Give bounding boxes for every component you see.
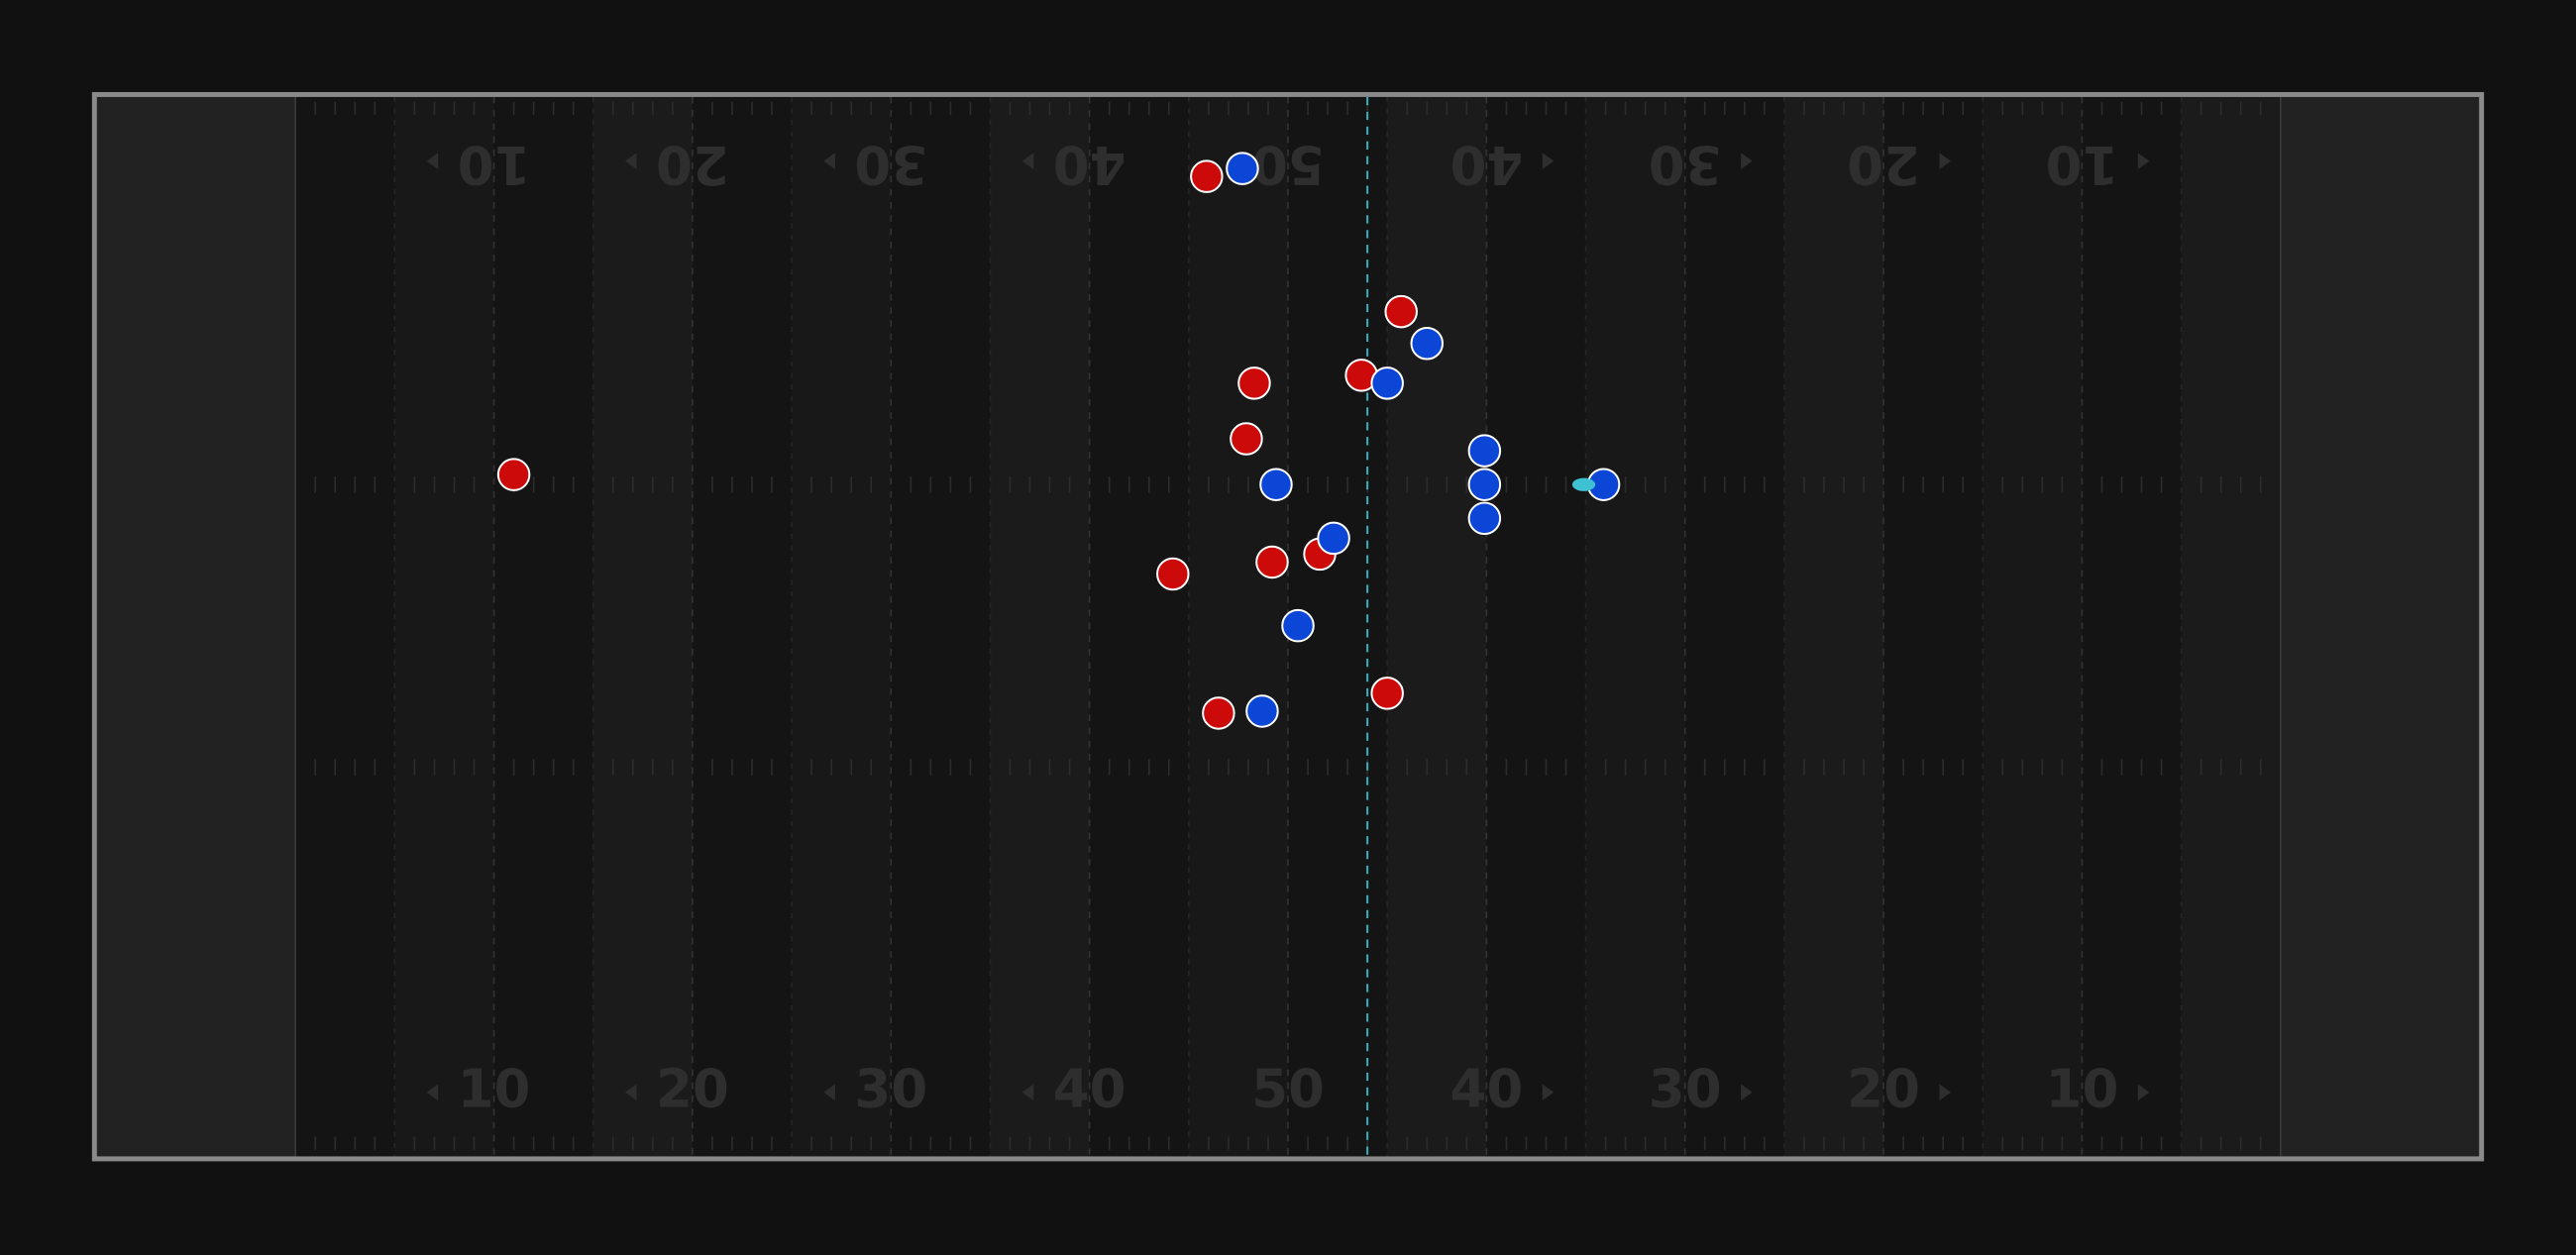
- yard-number: 50: [1251, 134, 1325, 195]
- direction-arrow: [624, 153, 637, 169]
- field-stripe: [1387, 96, 1487, 1157]
- direction-arrow: [426, 153, 439, 169]
- field-stripe: [792, 96, 892, 1157]
- direction-arrow: [624, 1084, 637, 1101]
- field-stripe: [1983, 96, 2083, 1157]
- field-stripe: [1188, 96, 1288, 1157]
- direction-arrow: [426, 1084, 439, 1101]
- yard-number: 30: [1649, 1058, 1722, 1119]
- player: [1410, 326, 1445, 361]
- yard-number: 10: [2046, 134, 2119, 195]
- yard-number: 30: [854, 1058, 927, 1119]
- direction-arrow: [1741, 153, 1753, 169]
- yard-number: 20: [1847, 134, 1920, 195]
- field-stripe: [1783, 96, 1884, 1157]
- direction-arrow: [2137, 1084, 2150, 1101]
- field-stripe: [592, 96, 693, 1157]
- field-stripe: [394, 96, 494, 1157]
- end-zone: [96, 96, 296, 1157]
- player: [1259, 468, 1293, 501]
- direction-arrow: [1939, 1084, 1952, 1101]
- direction-arrow: [1542, 153, 1555, 169]
- yard-number: 50: [1251, 1058, 1325, 1119]
- player: [1370, 677, 1404, 710]
- yard-number: 40: [1053, 1058, 1127, 1119]
- direction-arrow: [823, 153, 835, 169]
- player: [1467, 501, 1502, 536]
- direction-arrow: [1021, 1084, 1034, 1101]
- direction-arrow: [823, 1084, 835, 1101]
- player: [1190, 159, 1224, 193]
- end-zone: [2280, 96, 2480, 1157]
- direction-arrow: [1939, 153, 1952, 169]
- field-stripe: [990, 96, 1090, 1157]
- player: [1230, 422, 1263, 456]
- direction-arrow: [1021, 153, 1034, 169]
- player: [1467, 468, 1502, 501]
- player: [1156, 557, 1190, 591]
- player: [1255, 545, 1289, 579]
- player: [496, 458, 531, 491]
- player: [1370, 366, 1404, 400]
- player: [1384, 294, 1418, 329]
- player: [1237, 366, 1271, 400]
- yard-number: 40: [1449, 1058, 1523, 1119]
- field-border: [91, 91, 2485, 1162]
- yard-number: 10: [2046, 1058, 2119, 1119]
- player: [1467, 434, 1502, 468]
- yard-number: 10: [458, 1058, 531, 1119]
- yard-number: 20: [1847, 1058, 1920, 1119]
- yard-number: 40: [1053, 134, 1127, 195]
- player: [1281, 608, 1315, 643]
- field-stripe: [2181, 96, 2281, 1157]
- direction-arrow: [2137, 153, 2150, 169]
- yard-number: 40: [1449, 134, 1523, 195]
- ball: [1571, 477, 1596, 491]
- direction-arrow: [1741, 1084, 1753, 1101]
- yard-number: 20: [656, 134, 729, 195]
- yard-number: 30: [1649, 134, 1722, 195]
- player: [1226, 152, 1259, 185]
- player: [1317, 521, 1350, 556]
- player: [1202, 696, 1235, 730]
- direction-arrow: [1542, 1084, 1555, 1101]
- player: [1245, 694, 1279, 728]
- field-stripe: [1585, 96, 1685, 1157]
- yard-number: 10: [458, 134, 531, 195]
- yard-number: 20: [656, 1058, 729, 1119]
- yard-number: 30: [854, 134, 927, 195]
